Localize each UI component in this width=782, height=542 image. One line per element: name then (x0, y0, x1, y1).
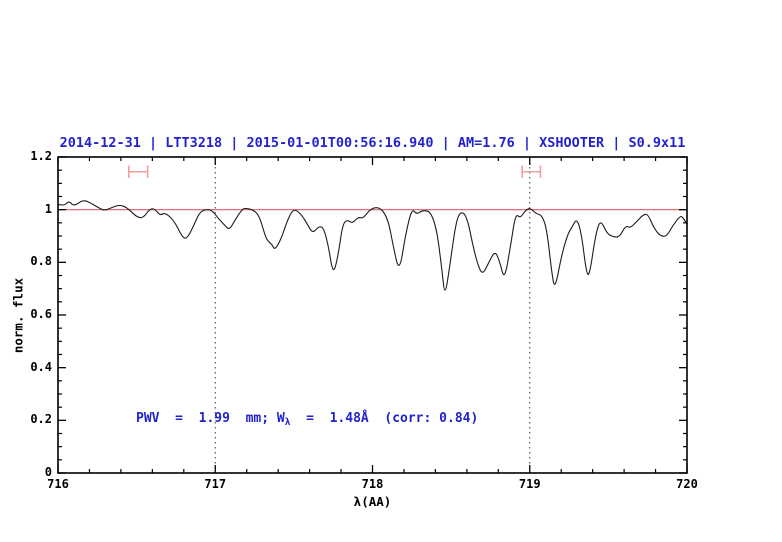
x-tick-label-717: 717 (204, 477, 227, 491)
x-tick-label-718: 718 (361, 477, 384, 491)
spectrum-curve (57, 200, 688, 291)
y-tick-label-0.4: 0.4 (30, 359, 52, 374)
y-tick-label-0.8: 0.8 (30, 254, 52, 269)
pwv-annotation: PWV = 1.99 mm; Wλ = 1.48Å (corr: 0.84) (136, 411, 478, 428)
x-tick-label-720: 720 (676, 477, 698, 491)
x-axis-label: λ(AA) (353, 494, 392, 509)
pwv-annotation-prefix: PWV = 1.99 mm; W (136, 411, 285, 426)
y-tick-label-1.2: 1.2 (30, 149, 52, 163)
x-tick-label-716: 716 (47, 477, 69, 491)
pwv-annotation-subscript: λ (284, 417, 291, 428)
plot-title: 2014-12-31 | LTT3218 | 2015-01-01T00:56:… (59, 135, 686, 151)
y-tick-label-1: 1 (44, 201, 52, 216)
y-tick-label-0.2: 0.2 (30, 412, 52, 427)
y-tick-label-0: 0 (44, 465, 52, 479)
x-tick-label-719: 719 (518, 477, 541, 491)
y-tick-label-0.6: 0.6 (30, 307, 52, 321)
pwv-annotation-suffix: = 1.48Å (corr: 0.84) (290, 411, 479, 426)
